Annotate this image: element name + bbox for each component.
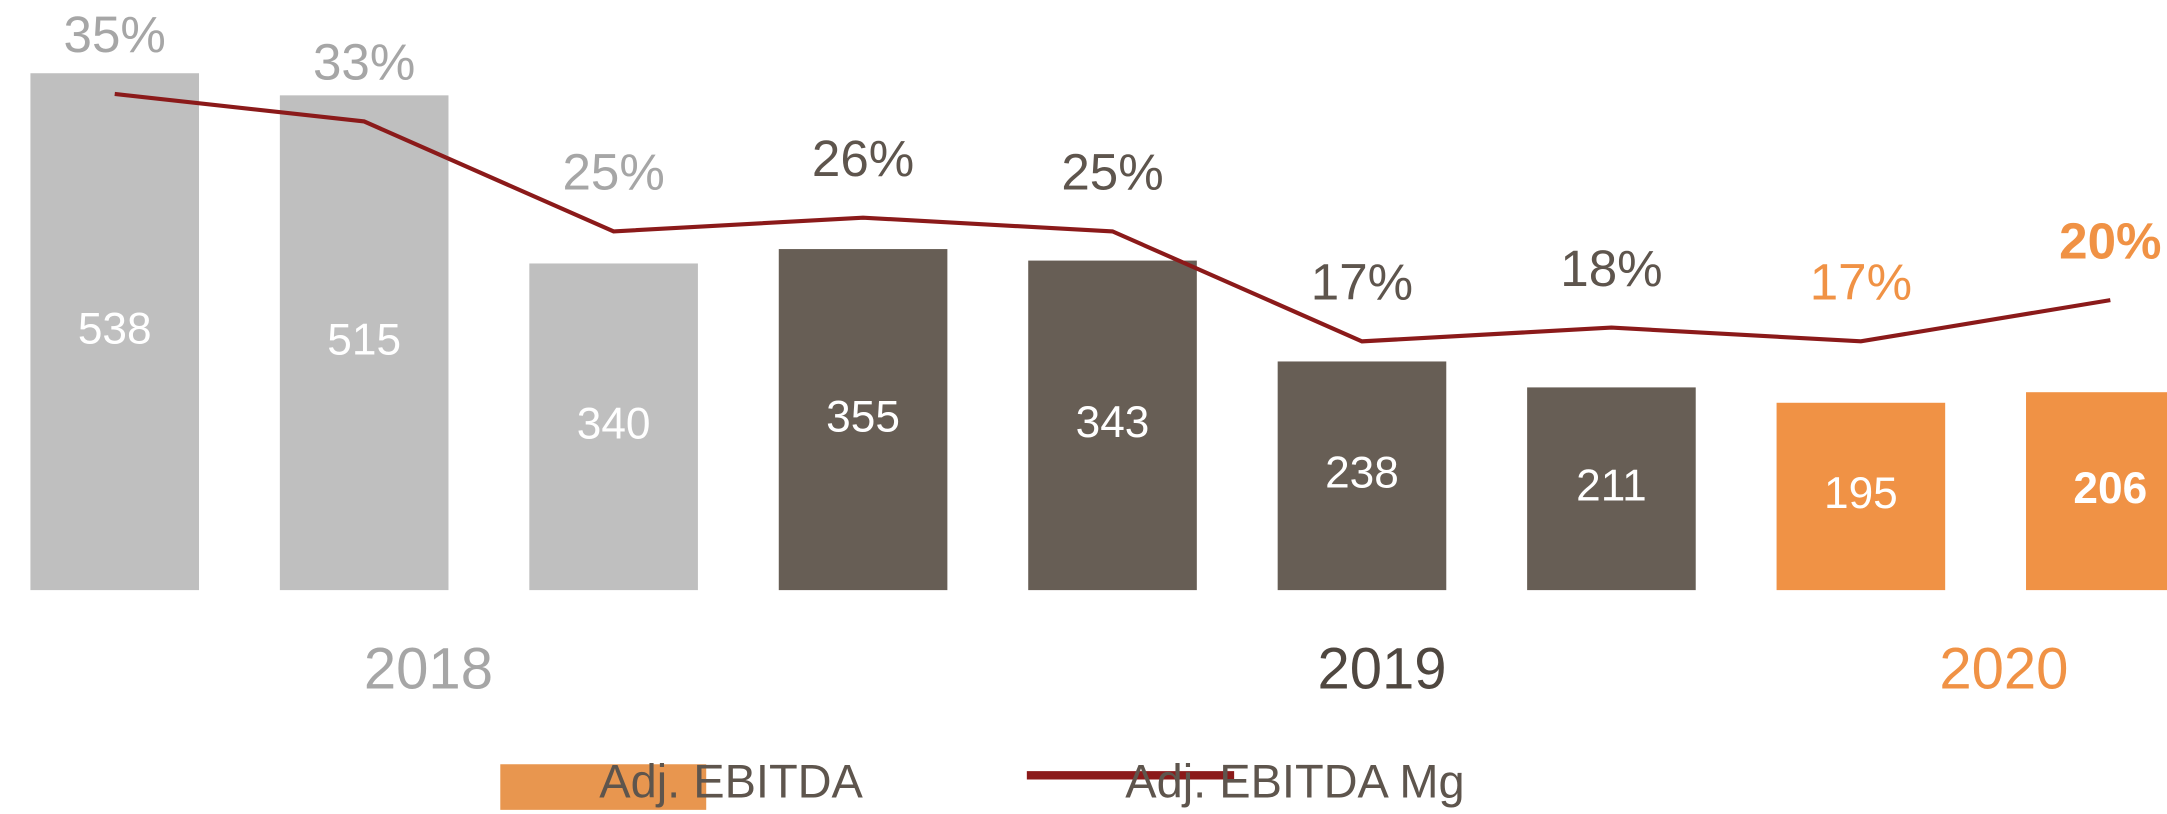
bar-value-label: 206	[2073, 464, 2147, 513]
legend-swatch	[500, 764, 707, 810]
bar	[279, 95, 449, 591]
bar-value-label: 538	[78, 304, 152, 353]
margin-label: 20%	[2059, 212, 2161, 269]
year-label: 2018	[364, 636, 493, 701]
margin-label: 33%	[313, 34, 415, 91]
bar	[1776, 402, 1946, 591]
margin-line	[114, 91, 2111, 344]
bar-value-label: 238	[1325, 448, 1399, 497]
bar	[1527, 387, 1696, 591]
bar	[30, 73, 200, 591]
bar-value-label: 195	[1824, 469, 1898, 518]
bar	[1028, 260, 1197, 591]
margin-label: 18%	[1560, 240, 1662, 297]
bar-value-label: 211	[1576, 461, 1647, 510]
margin-label: 25%	[1061, 144, 1163, 201]
bar-value-label: 515	[327, 315, 401, 364]
bar-value-label: 343	[1076, 398, 1150, 447]
bar	[529, 263, 698, 591]
margin-label: 25%	[562, 144, 664, 201]
legend-label: Adj. EBITDA Mg	[1125, 754, 1464, 807]
bar	[2026, 392, 2167, 591]
bar-value-label: 340	[577, 399, 651, 448]
bar-value-label: 355	[826, 392, 900, 441]
margin-label: 17%	[1311, 254, 1413, 311]
year-label: 2020	[1939, 636, 2068, 701]
bar	[778, 249, 948, 591]
margin-label: 35%	[64, 6, 166, 63]
margin-label: 26%	[812, 130, 914, 187]
year-label: 2019	[1317, 636, 1446, 701]
bar	[1277, 361, 1447, 591]
margin-label: 17%	[1810, 254, 1912, 311]
legend-label: Adj. EBITDA	[599, 754, 863, 807]
